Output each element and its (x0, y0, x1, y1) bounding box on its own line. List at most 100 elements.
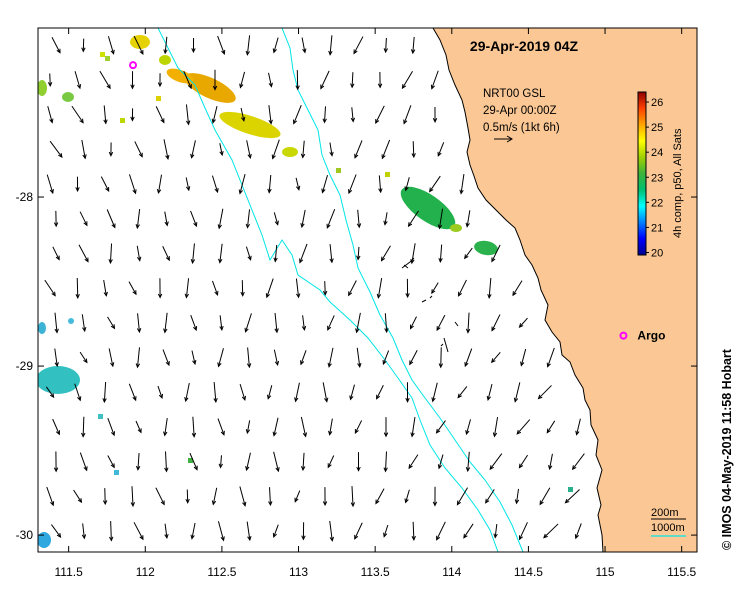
colorbar: 20 21 22 23 24 25 26 4h comp, p50, All Sats (637, 91, 684, 259)
current-vector-head (546, 362, 551, 368)
current-vector (411, 416, 416, 437)
current-vector (295, 177, 300, 190)
current-vector-head (465, 222, 470, 228)
current-vector (576, 418, 581, 435)
current-vector (162, 246, 170, 261)
current-vector-head (218, 463, 223, 469)
current-vector (239, 71, 246, 88)
current-vector (402, 71, 413, 89)
current-vector-head (378, 188, 383, 194)
current-vector-head (348, 189, 353, 195)
current-vector-head (437, 224, 443, 230)
current-vector (45, 386, 55, 398)
current-vector-head (130, 502, 136, 508)
current-vector-head (322, 501, 328, 507)
current-vector-head (356, 223, 362, 229)
current-vector (440, 347, 442, 368)
current-vector (357, 246, 360, 260)
current-vector (52, 246, 60, 260)
current-vector (436, 521, 446, 540)
current-vector-head (163, 49, 168, 55)
current-vector (245, 246, 252, 260)
current-vector-head (213, 397, 218, 404)
current-vector (381, 139, 391, 159)
current-vector-head (49, 393, 55, 399)
current-vector-head (185, 186, 191, 192)
current-vector (385, 451, 387, 472)
current-vector-head (348, 291, 353, 297)
current-vector (431, 70, 439, 89)
current-vector (329, 244, 333, 263)
current-vector-head (163, 328, 168, 334)
current-vector (274, 312, 278, 333)
current-vector (320, 70, 330, 89)
current-vector-head (292, 119, 298, 125)
current-vector-head (429, 187, 434, 193)
current-vector-head (83, 221, 88, 227)
sst-patch (450, 224, 462, 232)
current-vector (217, 521, 225, 541)
current-vector (546, 420, 556, 433)
current-vector-head (432, 501, 438, 507)
isobaths (157, 28, 524, 552)
current-vector (354, 522, 363, 540)
current-vector-head (457, 393, 462, 399)
current-vector (164, 451, 168, 472)
current-vector (436, 420, 446, 434)
current-vector (520, 348, 527, 366)
isobath-200m (281, 28, 524, 552)
current-vector-head (75, 187, 80, 193)
current-vector-head (456, 500, 462, 506)
current-vector (79, 351, 88, 363)
current-vector-head (77, 498, 83, 504)
current-vector-head (463, 533, 468, 539)
sst-patch (68, 318, 74, 324)
current-vector (183, 71, 192, 89)
current-vector-head (214, 187, 219, 194)
current-vector (438, 454, 444, 469)
lon-tick-label: 111.5 (55, 565, 84, 579)
current-vector-head (187, 84, 192, 90)
current-vector (79, 452, 88, 471)
current-vector (302, 452, 305, 470)
current-vector-head (383, 467, 388, 473)
current-vector (82, 416, 85, 437)
current-vector (269, 487, 271, 506)
current-vector-head (437, 464, 443, 470)
sst-pixel (114, 470, 119, 475)
current-vector (51, 37, 61, 53)
current-vector-head (356, 466, 361, 472)
current-vector (163, 139, 169, 159)
current-vector-head (329, 258, 334, 264)
current-vector-head (520, 361, 525, 367)
info-line-3: 0.5m/s (1kt 6h) (483, 122, 560, 134)
sst-pixel (120, 118, 125, 123)
current-vector (44, 279, 56, 296)
current-vector-head (54, 362, 59, 368)
current-vector-head (326, 223, 331, 229)
current-vector-head (493, 533, 498, 539)
current-vector-head (403, 119, 408, 125)
current-vector-head (487, 293, 492, 300)
current-vector (466, 210, 471, 227)
colorbar-label: 4h comp, p50, All Sats (672, 128, 684, 238)
current-vector (246, 420, 251, 434)
current-vector-head (350, 83, 355, 89)
current-vector-head (219, 325, 224, 332)
current-vector (136, 208, 141, 229)
current-vector (155, 106, 165, 123)
map-title: 29-Apr-2019 04Z (470, 38, 579, 54)
current-vector (467, 451, 470, 471)
current-vector (493, 416, 499, 437)
current-vector-head (349, 395, 354, 401)
current-vector (82, 523, 85, 539)
current-vector-head (431, 397, 436, 403)
current-vector-head (382, 359, 387, 366)
current-vector-head (109, 536, 114, 542)
current-vector (220, 455, 222, 468)
colorbar-tick-label: 20 (651, 247, 663, 259)
current-vector-head (135, 465, 141, 471)
sst-patch (474, 240, 498, 256)
current-vector (239, 383, 246, 401)
current-vector (137, 313, 140, 332)
